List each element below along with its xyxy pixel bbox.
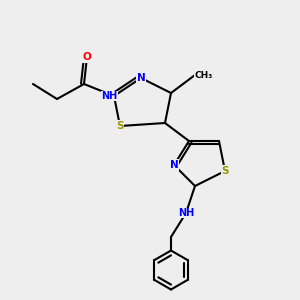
- Text: S: S: [221, 166, 229, 176]
- Text: NH: NH: [101, 91, 118, 101]
- Text: N: N: [136, 73, 146, 83]
- Text: N: N: [169, 160, 178, 170]
- Text: O: O: [82, 52, 91, 62]
- Text: NH: NH: [178, 208, 194, 218]
- Text: CH₃: CH₃: [195, 70, 213, 80]
- Text: S: S: [116, 121, 124, 131]
